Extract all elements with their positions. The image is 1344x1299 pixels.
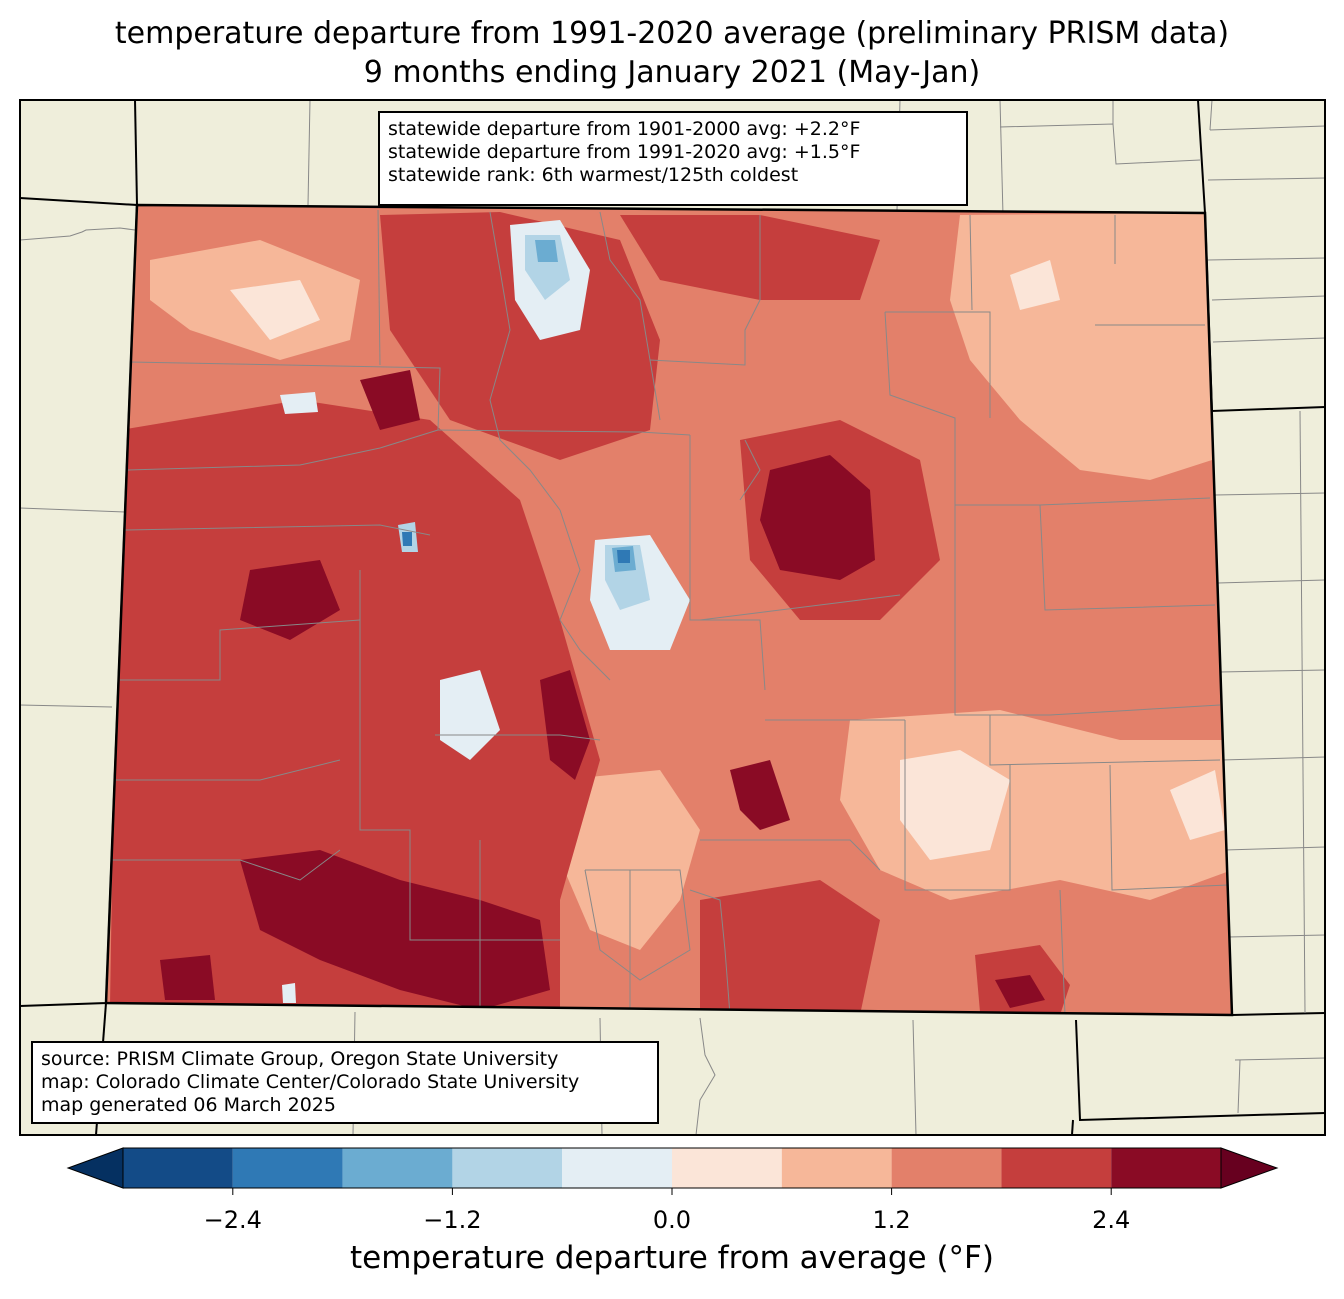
temp-area-northwest-cool [280, 392, 318, 414]
temp-area-west-darkest [240, 560, 340, 640]
map-subtitle-line2: 9 months ending January 2021 (May-Jan) [363, 55, 981, 90]
temp-area-flattops-coldest [402, 532, 412, 546]
colorbar-tick-label-2: 0.0 [652, 1206, 692, 1234]
colorbar-bin-4 [562, 1148, 672, 1188]
map-frame [19, 99, 1326, 1136]
temp-area-southeast-warmest [900, 750, 1010, 860]
temp-area-north-strong [380, 212, 660, 460]
temp-area-south-light [560, 770, 700, 950]
map-title-line1: temperature departure from 1991-2020 ave… [114, 16, 1230, 51]
colorado-temperature-field [106, 205, 1232, 1015]
temp-area-east-edge-light [1170, 770, 1225, 840]
temp-area-northwest-darkest [360, 370, 420, 430]
temp-area-northpark-cooler [525, 235, 570, 300]
colorbar-label: temperature departure from average (°F) [350, 1240, 994, 1276]
colorbar-tick-label-0: −2.4 [203, 1206, 262, 1234]
temp-area-southwest-cool [282, 983, 296, 1003]
credits-source: source: PRISM Climate Group, Oregon Stat… [41, 1048, 559, 1070]
colorbar-bin-6 [781, 1148, 892, 1188]
colorbar-tick-label-3: 1.2 [872, 1206, 911, 1234]
colorbar-over-arrow [1220, 1147, 1279, 1189]
colorbar-bin-8 [1001, 1148, 1112, 1188]
colorbar-bin-7 [891, 1148, 1002, 1188]
colorbar-tick-label-4: 2.4 [1092, 1206, 1131, 1234]
temp-area-west-strong [110, 400, 600, 1015]
colorbar-bin-1 [232, 1148, 343, 1188]
temp-area-southcentral-strong [700, 880, 880, 1015]
temp-area-divide-darkest [540, 670, 590, 780]
temp-area-northwest-warmest [230, 280, 320, 340]
stats-departure-1901-2000: statewide departure from 1901-2000 avg: … [388, 118, 861, 140]
colorado-county-lines [112, 209, 1229, 1015]
credits-generated: map generated 06 March 2025 [41, 1094, 336, 1116]
temp-area-northeast-warmest [1010, 260, 1060, 310]
colorbar-bin-3 [452, 1148, 563, 1188]
temp-area-denver-darkest [760, 455, 875, 580]
colorbar-bin-2 [342, 1148, 453, 1188]
credits-map: map: Colorado Climate Center/Colorado St… [41, 1071, 580, 1093]
temp-area-northcentral-strong [620, 215, 880, 300]
temp-area-southwest-darkest [240, 850, 550, 1010]
colorbar-tick-label-1: −1.2 [423, 1206, 482, 1234]
credits-box: source: PRISM Climate Group, Oregon Stat… [31, 1041, 659, 1124]
stats-departure-1991-2020: statewide departure from 1991-2020 avg: … [388, 141, 861, 163]
temp-area-southeast-darkest [995, 975, 1045, 1008]
colorbar-bin-0 [123, 1148, 233, 1188]
temp-area-northpark-coldest [535, 240, 558, 262]
stats-rank: statewide rank: 6th warmest/125th coldes… [388, 164, 799, 186]
colorbar-under-arrow [66, 1147, 124, 1189]
statewide-stats-box: statewide departure from 1901-2000 avg: … [378, 111, 968, 206]
temp-area-southpark-coldest [617, 550, 630, 563]
colorbar-bin-9 [1111, 1148, 1221, 1188]
colorbar-bin-5 [672, 1148, 782, 1188]
temp-area-westslope-cool [440, 670, 500, 760]
temp-area-south-darkest [730, 760, 790, 830]
colorado-state-boundary [104, 203, 1234, 1017]
temp-area-farwest-darkest [160, 955, 215, 1000]
